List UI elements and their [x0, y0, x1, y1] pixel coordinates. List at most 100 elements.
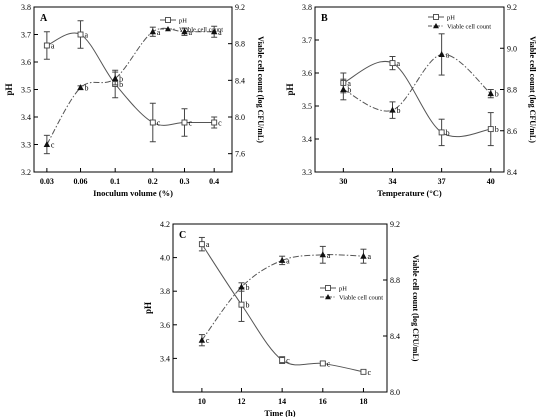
significance-letter: b: [347, 86, 351, 95]
ph-point: [149, 119, 156, 126]
chart-panel-a: A 3.2 3.3 3.4 3.5 3.6 3.7 3.8 7.6 8.0 8.4 8.8 9.2 0.0…: [4, 3, 265, 198]
legend-marker-ph: [165, 17, 171, 23]
x-tick-label: 0.3: [179, 177, 189, 186]
x-tick-label: 34: [388, 177, 396, 186]
chart-panel-b: B 3.3 3.4 3.5 3.6 3.7 3.8 8.4 8.6 8.8 9.0 9.2 30 34 37…: [285, 3, 537, 198]
viable-count-point: [43, 141, 51, 147]
significance-letter: b: [119, 75, 123, 84]
y2-tick-label: 9.2: [235, 3, 245, 12]
significance-letter: c: [157, 119, 161, 128]
x-tick-label: 40: [487, 177, 495, 186]
y-tick-label: 3.3: [302, 168, 312, 177]
x-tick-label: 16: [319, 397, 327, 406]
significance-letter: c: [367, 368, 371, 377]
significance-letter: a: [327, 251, 331, 260]
x-tick-label: 0.4: [209, 177, 219, 186]
legend-label-viable: Viable cell count: [447, 24, 491, 31]
ph-point: [279, 357, 286, 364]
y2-tick-label: 8.8: [390, 276, 400, 285]
significance-letter: c: [206, 336, 210, 345]
viable-count-point: [238, 283, 245, 290]
y-tick-label: 3.4: [302, 135, 312, 144]
ph-point: [181, 119, 188, 126]
x-tick-label: 0.03: [40, 177, 54, 186]
significance-letter: b: [119, 80, 123, 89]
legend: pH Viable cell count: [160, 17, 223, 34]
y2-tick-label: 8.4: [390, 332, 400, 341]
ph-point: [438, 129, 445, 136]
significance-letter: a: [446, 50, 450, 59]
y-tick-label: 3.8: [21, 3, 31, 12]
ph-point: [487, 126, 494, 133]
significance-letter: b: [495, 90, 499, 99]
y-tick-label: 3.8: [160, 287, 170, 296]
y-tick-label: 3.6: [160, 321, 170, 330]
legend-label-ph: pH: [339, 286, 347, 293]
viable-count-point: [438, 50, 445, 57]
y2-axis-title: Viable cell count (log CFU/mL): [411, 255, 420, 362]
viable-count-point: [340, 86, 347, 92]
x-tick-label: 37: [438, 177, 446, 186]
legend: pH Viable cell count: [428, 14, 491, 31]
y2-tick-label: 7.6: [235, 150, 245, 159]
y-tick-label: 3.5: [21, 86, 31, 95]
significance-letter: a: [51, 42, 55, 51]
y2-tick-label: 9.0: [507, 44, 517, 53]
y2-tick-label: 9.2: [390, 220, 400, 229]
significance-letter: b: [245, 283, 249, 292]
legend-marker-viable: [433, 23, 439, 29]
significance-letter: c: [327, 359, 331, 368]
x-tick-label: 14: [278, 397, 286, 406]
viable-count-point: [278, 256, 286, 263]
ph-line: [343, 60, 491, 138]
viable-count-point: [111, 75, 119, 81]
legend-marker-viable: [165, 26, 171, 32]
viable-count-point: [389, 106, 396, 113]
legend-marker-ph: [325, 285, 331, 291]
x-tick-label: 0.2: [148, 177, 158, 186]
x-tick-label: 0.1: [110, 177, 120, 186]
y2-tick-label: 8.0: [235, 113, 245, 122]
y2-axis-title: Viable cell count (log CFU/mL): [528, 36, 537, 143]
ph-point: [389, 60, 396, 67]
significance-letter: b: [396, 106, 400, 115]
ph-line: [201, 243, 364, 373]
significance-letter: a: [218, 28, 222, 37]
significance-letter: c: [218, 119, 222, 128]
significance-letter: b: [245, 301, 249, 310]
x-tick-label: 10: [198, 397, 206, 406]
viable-count-point: [360, 252, 367, 259]
x-tick-label: 12: [237, 397, 245, 406]
y-tick-label: 3.7: [21, 31, 31, 40]
viable-count-line: [46, 27, 215, 145]
y2-tick-label: 8.4: [507, 168, 517, 177]
ph-point: [43, 42, 50, 49]
significance-letter: a: [206, 240, 210, 249]
y-axis-title: pH: [285, 83, 295, 95]
ph-line: [46, 32, 215, 126]
significance-letter: a: [85, 31, 89, 40]
y2-tick-label: 8.4: [235, 76, 245, 85]
y2-tick-label: 8.0: [390, 388, 400, 397]
panel-label: B: [321, 13, 328, 24]
y-tick-label: 3.3: [21, 141, 31, 150]
viable-count-point: [149, 28, 156, 35]
y-tick-label: 3.2: [21, 168, 31, 177]
ph-point: [77, 31, 84, 38]
significance-letter: a: [286, 256, 290, 265]
x-tick-label: 0.06: [74, 177, 88, 186]
significance-letter: a: [367, 252, 371, 261]
viable-count-point: [181, 28, 188, 35]
panel-label: A: [40, 13, 48, 24]
legend-label-viable: Viable cell count: [179, 27, 223, 34]
y2-tick-label: 9.2: [507, 3, 517, 12]
y-tick-label: 4.0: [160, 254, 170, 263]
plot-frame: [172, 223, 388, 393]
y2-tick-label: 8.8: [507, 86, 517, 95]
legend-label-ph: pH: [447, 15, 455, 22]
y-axis-title: pH: [143, 302, 153, 314]
y2-tick-label: 8.8: [235, 40, 245, 49]
viable-count-point: [210, 28, 218, 35]
y-tick-label: 3.4: [21, 113, 31, 122]
